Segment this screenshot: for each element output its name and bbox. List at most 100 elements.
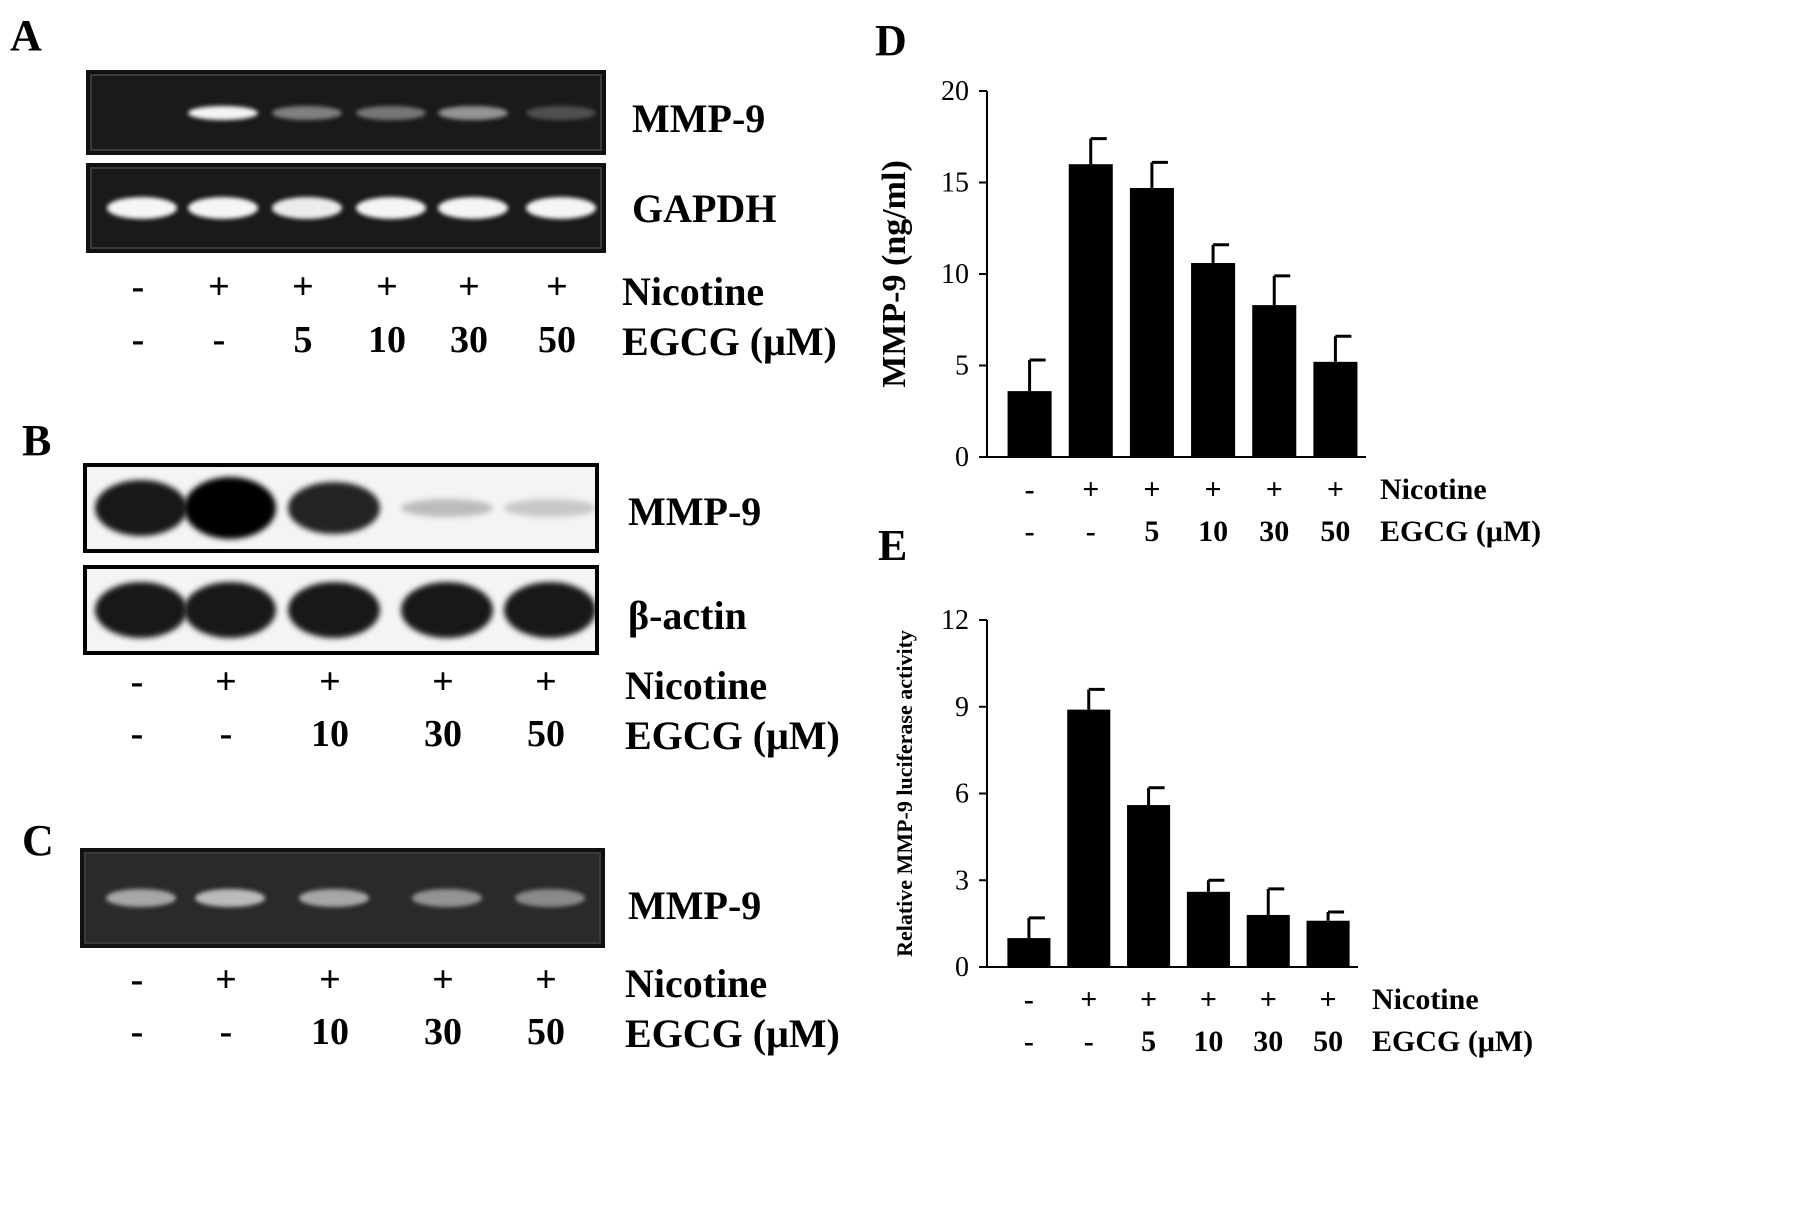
bar [1007,938,1051,967]
nicotine-condition: + [1082,473,1099,506]
egcg-condition: 30 [1259,515,1289,548]
egcg-condition: - [1086,515,1096,548]
egcg-condition: 50 [1320,515,1350,548]
bar [1306,920,1350,967]
panel-letter-b: B [22,416,52,465]
egcg-condition: 50 [527,1011,565,1053]
blot-b-actin [83,565,599,655]
chart-e: 0 3 6 9 12 Relative MMP-9 luciferase activity… [892,605,1533,1058]
egcg-condition: 30 [424,713,462,755]
blot-band [272,105,342,120]
nicotine-condition: + [292,266,314,308]
row-label-a-gapdh: GAPDH [632,186,777,231]
nicotine-condition: - [130,661,144,703]
nicotine-condition: - [1024,983,1034,1016]
bar [1313,361,1358,457]
egcg-condition: 30 [424,1011,462,1053]
egcg-label-b: EGCG (μM) [625,713,840,758]
blot-band [526,197,596,219]
egcg-label: EGCG (μM) [1372,1025,1533,1058]
row-label-c-mmp9: MMP-9 [628,883,762,928]
blot-band [272,197,342,219]
egcg-label-c: EGCG (μM) [625,1011,840,1056]
blot-band [107,197,177,219]
egcg-condition: 30 [450,319,488,361]
blot-band [299,889,369,907]
egcg-condition: - [1024,1025,1034,1058]
blot-band [95,480,187,536]
bar [1127,805,1171,967]
egcg-condition: 10 [1198,515,1228,548]
egcg-condition: 5 [1144,515,1159,548]
row-label-b-mmp9: MMP-9 [628,489,762,534]
egcg-condition: - [130,713,144,755]
y-tick-label: 20 [941,76,969,107]
panel-letter-d: D [875,16,907,65]
blot-band [106,889,176,907]
egcg-condition: 50 [538,319,576,361]
bar [1191,263,1236,457]
blot-band [526,105,596,120]
bar [1007,391,1052,457]
blot-band [438,105,508,120]
egcg-condition: - [212,319,226,361]
egcg-condition: 10 [368,319,406,361]
nicotine-condition: + [1205,473,1222,506]
nicotine-condition: + [432,959,454,1001]
egcg-condition: - [219,1011,233,1053]
nicotine-condition: + [458,266,480,308]
nicotine-condition: + [1260,983,1277,1016]
nicotine-condition: + [319,661,341,703]
blot-band [515,889,585,907]
nicotine-condition: + [215,661,237,703]
y-tick-label: 0 [955,442,969,473]
y-tick-label: 0 [955,952,969,983]
y-tick-label: 12 [941,605,969,636]
nicotine-condition: - [1025,473,1035,506]
blot-band [504,499,595,517]
nicotine-condition: + [535,959,557,1001]
blot-band [188,105,258,120]
nicotine-condition: + [215,959,237,1001]
blot-a-gapdh [86,163,606,253]
blot-band [401,499,493,517]
egcg-condition: - [219,713,233,755]
nicotine-condition: + [376,266,398,308]
bar [1186,891,1230,967]
nicotine-condition: + [1140,983,1157,1016]
egcg-condition: 10 [311,1011,349,1053]
y-axis-label: MMP-9 (ng/ml) [876,160,913,388]
egcg-condition: - [1025,515,1035,548]
blot-b-mmp9 [83,463,599,553]
egcg-condition: 5 [293,319,313,361]
egcg-label-a: EGCG (μM) [622,319,837,364]
nicotine-condition: + [535,661,557,703]
nicotine-condition: + [1266,473,1283,506]
y-axis-label: Relative MMP-9 luciferase activity [892,630,917,957]
nicotine-condition: + [546,266,568,308]
egcg-label: EGCG (μM) [1380,515,1541,548]
nicotine-condition: + [208,266,230,308]
y-tick-label: 6 [955,779,969,810]
blot-band [184,582,276,638]
nicotine-condition: + [432,661,454,703]
blot-band [184,477,276,539]
nicotine-label-a: Nicotine [622,269,765,314]
egcg-condition: - [131,319,145,361]
y-tick-label: 5 [955,351,969,382]
nicotine-condition: - [130,959,144,1001]
blot-c-mmp9 [80,848,605,948]
nicotine-condition: + [1320,983,1337,1016]
blot-band [188,197,258,219]
egcg-condition: 30 [1253,1025,1283,1058]
blot-band [195,889,265,907]
bar [1129,187,1174,458]
egcg-condition: 5 [1141,1025,1156,1058]
nicotine-condition: + [1080,983,1097,1016]
nicotine-condition: + [1143,473,1160,506]
nicotine-label: Nicotine [1380,473,1487,506]
egcg-condition: 10 [311,713,349,755]
y-tick-label: 10 [941,259,969,290]
panel-letter-c: C [22,816,54,865]
